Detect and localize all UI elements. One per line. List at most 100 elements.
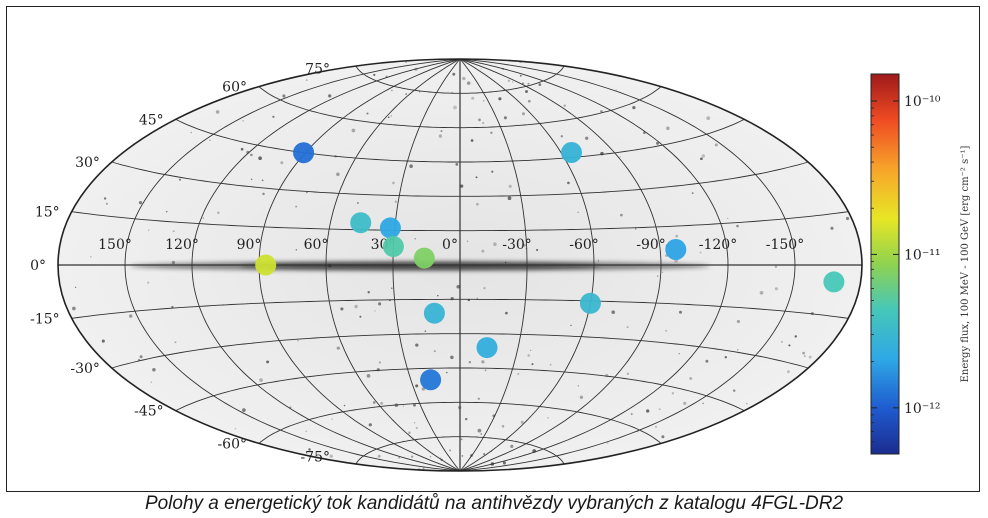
background-source-dot [788,344,791,347]
background-source-dot [415,343,419,347]
background-source-dot [480,68,482,70]
background-source-dot [706,116,711,120]
background-source-dot [630,413,633,416]
background-source-dot [502,461,506,465]
background-source-dot [202,217,204,219]
longitude-tick-label: -120° [699,237,737,253]
background-source-dot [464,417,468,421]
background-source-dot [418,91,421,93]
candidate-point [413,247,435,269]
background-source-dot [408,431,411,435]
background-source-dot [746,402,748,405]
background-source-dot [438,134,443,138]
latitude-tick-label: 45° [139,112,164,128]
background-source-dot [297,340,299,342]
background-source-dot [517,372,520,376]
background-source-dot [308,448,311,451]
background-source-dot [147,281,150,284]
background-source-dot [460,438,463,441]
background-source-dot [505,311,508,315]
background-source-dot [481,360,485,364]
background-source-dot [808,355,812,359]
background-source-dot [306,191,308,194]
parallel-line [355,65,565,94]
background-source-dot [272,115,275,118]
latitude-tick-label: 30° [75,155,100,171]
background-source-dot [724,356,727,359]
background-source-dot [736,224,739,228]
sky-map-features [58,59,862,471]
background-source-dot [666,126,670,131]
background-source-dot [377,454,381,458]
background-source-dot [466,81,471,85]
latitude-tick-label: 60° [222,80,247,96]
background-source-dot [258,156,262,160]
background-source-dot [705,359,709,363]
longitude-tick-label: 90° [237,237,262,253]
background-source-dot [661,435,665,439]
background-source-dot [105,202,108,205]
background-source-dot [373,73,376,76]
colorbar-ticks: 10⁻¹⁰ 10⁻¹¹ 10⁻¹² [871,94,941,455]
background-source-dot [577,211,579,214]
background-source-dot [266,360,270,364]
candidate-point [423,302,445,324]
background-source-dot [531,363,534,366]
candidate-point [293,142,315,164]
parallel-line [71,298,849,319]
parallel-line [111,161,809,197]
sky-map-chart: 150° 120° 90° 60° 30° 0° -30° -60° -90° -120° -150… [30,58,971,472]
background-source-dot [172,230,175,233]
background-source-dot [475,176,478,179]
background-source-dot [845,216,850,221]
background-source-dot [460,184,464,188]
background-source-dot [477,428,482,433]
background-source-dot [305,79,308,81]
background-source-dot [336,346,340,350]
background-source-dot [482,99,485,102]
background-source-dot [74,286,77,289]
background-source-dot [482,121,485,125]
background-source-dot [329,454,333,458]
background-source-dot [138,200,143,205]
background-source-dot [493,242,497,246]
longitude-tick-label: -150° [766,237,804,253]
candidate-point [579,292,601,314]
parallel-line [175,118,745,163]
background-source-dot [774,265,778,268]
background-source-dot [477,397,481,401]
candidate-points [255,142,845,391]
background-source-dot [456,285,460,289]
background-source-dot [597,260,600,262]
background-source-dot [626,326,629,329]
longitude-tick-label: 60° [304,237,329,253]
candidate-point [665,239,687,260]
background-source-dot [380,401,384,405]
background-source-dot [387,116,390,119]
background-source-dot [567,181,570,185]
background-source-dot [415,426,418,430]
background-source-dot [714,143,718,147]
background-source-dot [354,304,358,309]
background-source-dot [359,315,362,318]
background-source-dot [280,161,284,165]
background-source-dot [570,324,572,327]
background-source-dot [563,104,566,107]
background-source-dot [328,94,332,98]
background-source-dot [152,367,156,372]
background-source-dot [455,163,459,166]
background-source-dot [626,372,629,375]
background-source-dot [665,329,667,332]
latitude-tick-labels: 75° 60° 45° 30° 15° 0° -15° -30° -45° -60° -75° [30,61,330,465]
background-source-dot [577,385,579,387]
background-source-dot [478,118,481,122]
background-source-dot [522,82,524,85]
background-source-dot [165,210,168,213]
background-source-dot [250,153,253,157]
background-source-dot [498,97,502,101]
background-source-dot [453,105,457,110]
background-source-dot [781,341,783,343]
background-source-dot [701,154,706,158]
background-source-dot [351,128,356,133]
background-source-dot [178,178,182,181]
